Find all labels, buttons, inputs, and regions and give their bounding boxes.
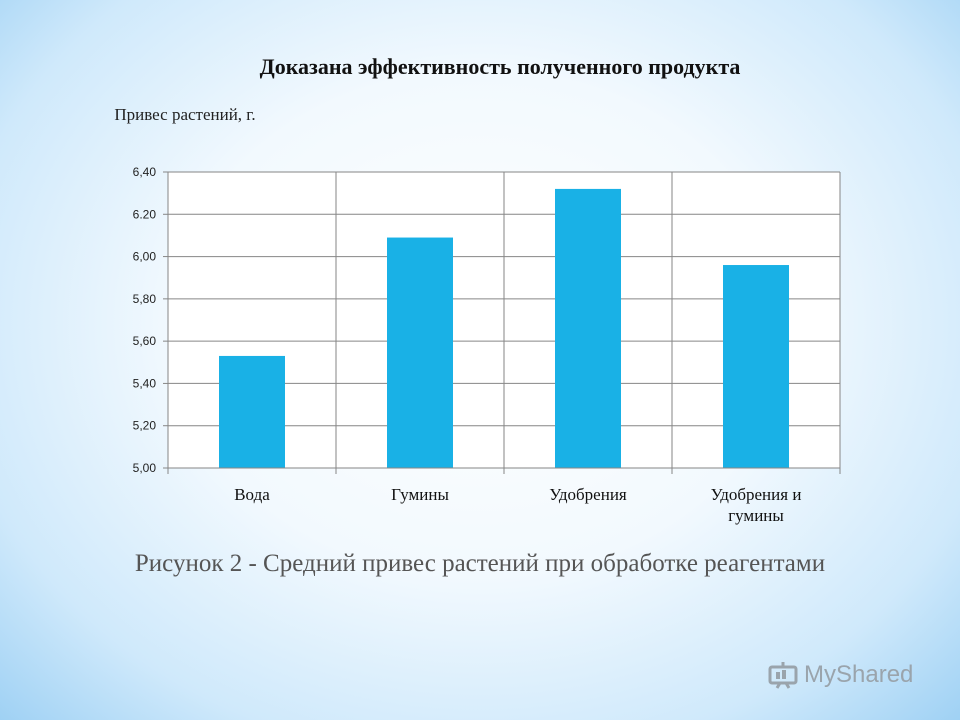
category-labels: Вода Гумины Удобрения Удобрения и гумины (234, 485, 801, 525)
category-label: Вода (234, 485, 270, 504)
category-label: Удобрения и гумины (711, 485, 802, 525)
bar (387, 237, 453, 468)
y-tick-label: 5,00 (133, 461, 157, 475)
figure-caption: Рисунок 2 - Средний привес растений при … (134, 550, 826, 577)
category-label: Гумины (391, 485, 449, 504)
y-tick-label: 6.20 (133, 207, 157, 221)
bars (219, 188, 789, 468)
presentation-icon (768, 662, 798, 689)
y-tick-label: 5,80 (133, 292, 157, 306)
y-tick-label: 6,00 (133, 250, 157, 264)
watermark-text: MyShared (804, 661, 914, 688)
y-tick-labels: 5,00 5,20 5,40 5,60 5,80 6,00 6.20 6,40 (133, 165, 157, 475)
bar (219, 355, 285, 468)
bar (555, 188, 621, 468)
category-label: Удобрения (549, 485, 627, 504)
y-tick-label: 5,60 (133, 334, 157, 348)
y-axis-title: Привес растений, г. (114, 105, 256, 124)
y-tick-label: 5,40 (133, 376, 157, 390)
bar-chart: 5,00 5,20 5,40 5,60 5,80 6,00 6.20 6,40 Вода Гум… (133, 165, 841, 525)
chart-title: Доказана эффективность полученного проду… (259, 54, 741, 79)
watermark: MyShared (768, 655, 913, 695)
bar (723, 265, 789, 468)
y-tick-label: 5,20 (133, 419, 157, 433)
y-tick-label: 6,40 (133, 165, 157, 179)
